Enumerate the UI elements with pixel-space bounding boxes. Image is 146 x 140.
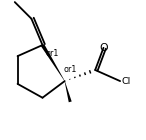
Text: O: O [99,43,108,53]
Polygon shape [65,81,72,102]
Text: or1: or1 [63,65,77,74]
Text: Cl: Cl [121,77,131,86]
Polygon shape [41,44,65,81]
Text: or1: or1 [45,49,59,58]
